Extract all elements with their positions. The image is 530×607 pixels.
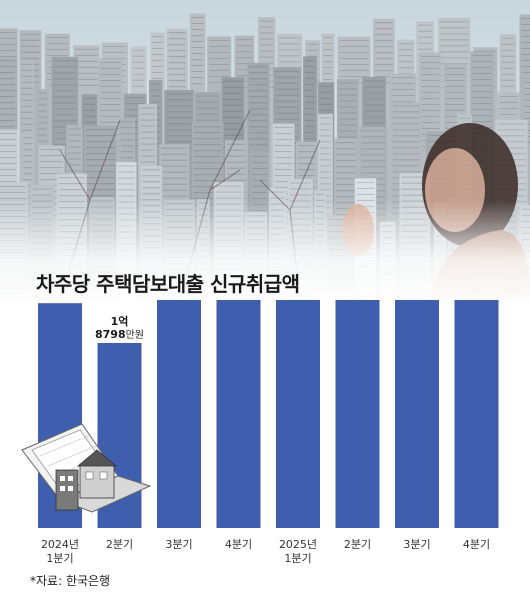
tick-label: 4분기 <box>463 538 490 551</box>
data-label: 1억9580만원 <box>35 300 84 301</box>
source-note: *자료: 한국은행 <box>30 574 111 588</box>
bar <box>216 300 261 528</box>
house-on-laptop-icon <box>21 423 152 513</box>
tick-label: 2025년 1분기 <box>279 538 317 565</box>
tick-label: 2024년 1분기 <box>41 538 79 565</box>
photo-fade <box>0 200 530 310</box>
tick-label: 3분기 <box>165 538 192 551</box>
data-label: 1억 8798만원 <box>95 315 144 341</box>
bar-chart: 1억9580만원1억8798만원2억1459만원2억648만원2억1474만원2… <box>21 300 499 565</box>
bar <box>395 300 439 528</box>
tick-label: 2분기 <box>344 538 371 551</box>
bar <box>335 300 380 528</box>
bar <box>454 300 499 528</box>
tick-label: 3분기 <box>403 538 430 551</box>
tick-label: 2분기 <box>106 538 133 551</box>
bar <box>276 300 320 528</box>
bar <box>157 300 201 528</box>
chart-title: 차주당 주택담보대출 신규취급액 <box>36 272 300 296</box>
tick-label: 4분기 <box>225 538 252 551</box>
